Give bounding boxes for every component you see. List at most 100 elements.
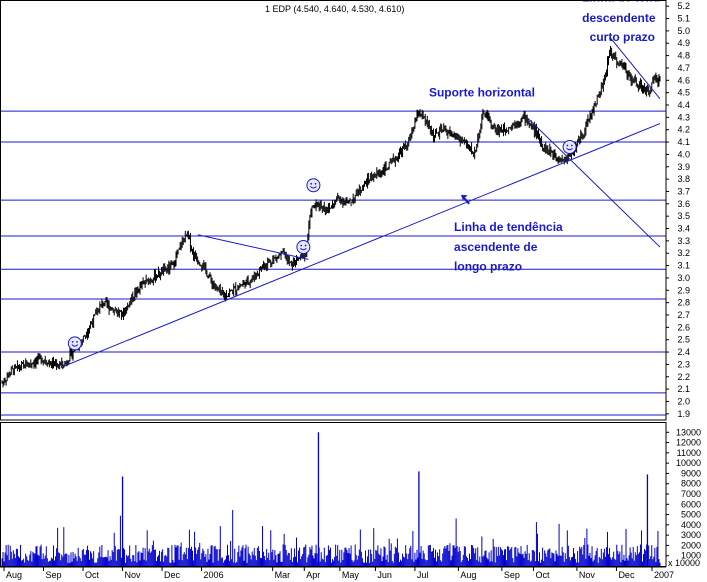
trendline-short-term-descending-recent bbox=[609, 36, 661, 100]
volume-tick-label-0: 1000 bbox=[681, 551, 701, 561]
volume-tick-label-3: 4000 bbox=[681, 520, 701, 530]
arrow-head bbox=[461, 195, 468, 201]
smiley-markers bbox=[67, 140, 577, 351]
month-label-1: Sep bbox=[46, 570, 62, 580]
smiley-face bbox=[67, 336, 82, 351]
price-tick-label-16: 3.5 bbox=[677, 211, 690, 221]
price-tick-label-15: 3.4 bbox=[677, 224, 690, 234]
price-tick-label-5: 2.4 bbox=[677, 347, 690, 357]
smiley-face bbox=[562, 140, 577, 154]
chart-title: 1 EDP (4.540, 4.640, 4.530, 4.610) bbox=[265, 4, 404, 14]
volume-tick-label-11: 12000 bbox=[676, 438, 701, 448]
price-tick-label-1: 2.0 bbox=[677, 396, 690, 406]
month-label-4: Dec bbox=[164, 570, 181, 580]
trendline-triangle-upper bbox=[197, 234, 309, 260]
smiley-mouth bbox=[566, 147, 573, 151]
annotation-4: Linha de tend bbox=[582, 0, 660, 4]
price-tick-label-24: 4.3 bbox=[677, 112, 690, 122]
smiley-eye-right bbox=[304, 244, 307, 247]
smiley-face bbox=[296, 240, 311, 255]
month-label-14: Nov bbox=[579, 570, 596, 580]
price-tick-label-10: 2.9 bbox=[677, 285, 690, 295]
smiley-icon-0 bbox=[67, 336, 82, 351]
month-label-3: Nov bbox=[125, 570, 142, 580]
annotation-arrow bbox=[460, 194, 470, 205]
month-label-9: Jun bbox=[377, 570, 392, 580]
price-tick-label-8: 2.7 bbox=[677, 310, 690, 320]
price-tick-label-21: 4.0 bbox=[677, 149, 690, 159]
volume-unit-label: x 10000 bbox=[668, 558, 700, 568]
price-tick-label-17: 3.6 bbox=[677, 199, 690, 209]
volume-tick-label-9: 10000 bbox=[676, 458, 701, 468]
smiley-eye-right bbox=[314, 182, 317, 185]
annotation-1: Linha de tendência bbox=[454, 220, 563, 234]
volume-tick-label-2: 3000 bbox=[681, 530, 701, 540]
price-tick-label-13: 3.2 bbox=[677, 248, 690, 258]
volume-tick-label-4: 5000 bbox=[681, 510, 701, 520]
volume-tick-label-12: 13000 bbox=[676, 427, 701, 437]
annotations: Suporte horizontal Linha de tendência asce… bbox=[429, 0, 660, 274]
price-tick-label-0: 1.9 bbox=[677, 409, 690, 419]
volume-bars bbox=[1, 432, 661, 566]
price-tick-label-31: 5.0 bbox=[677, 26, 690, 36]
smiley-icon-2 bbox=[306, 178, 321, 193]
smiley-eye-right bbox=[570, 144, 573, 147]
price-tick-label-27: 4.6 bbox=[677, 75, 690, 85]
smiley-eye-left bbox=[300, 244, 303, 247]
volume-tick-label-5: 6000 bbox=[681, 499, 701, 509]
price-tick-label-2: 2.1 bbox=[677, 384, 690, 394]
month-label-10: Jul bbox=[417, 570, 429, 580]
price-tick-label-32: 5.1 bbox=[677, 14, 690, 24]
annotation-0: Suporte horizontal bbox=[429, 85, 535, 99]
price-tick-label-33: 5.2 bbox=[677, 1, 690, 11]
price-tick-label-12: 3.1 bbox=[677, 261, 690, 271]
volume-tick-label-10: 11000 bbox=[677, 448, 701, 458]
price-tick-label-26: 4.5 bbox=[677, 88, 690, 98]
smiley-mouth bbox=[310, 186, 317, 189]
annotation-5: descendente bbox=[582, 11, 656, 25]
trendline-long-term-ascending bbox=[62, 123, 661, 368]
smiley-eye-left bbox=[310, 182, 313, 185]
price-tick-label-9: 2.8 bbox=[677, 298, 690, 308]
month-label-11: Aug bbox=[460, 570, 476, 580]
month-label-16: 2007 bbox=[654, 570, 674, 580]
trendlines bbox=[62, 36, 661, 368]
price-tick-label-20: 3.9 bbox=[677, 162, 690, 172]
month-label-8: May bbox=[342, 570, 360, 580]
smiley-icon-1 bbox=[296, 240, 311, 255]
price-tick-label-14: 3.3 bbox=[677, 236, 690, 246]
volume-tick-label-1: 2000 bbox=[681, 540, 701, 550]
smiley-icon-3 bbox=[562, 140, 577, 154]
price-tick-label-29: 4.8 bbox=[677, 51, 690, 61]
smiley-face bbox=[306, 178, 321, 193]
price-tick-label-30: 4.9 bbox=[677, 38, 690, 48]
smiley-eye-right bbox=[76, 341, 78, 343]
price-tick-label-7: 2.6 bbox=[677, 322, 690, 332]
price-panel-frame bbox=[0, 0, 667, 421]
price-tick-label-3: 2.2 bbox=[677, 372, 690, 382]
price-tick-label-11: 3.0 bbox=[677, 273, 690, 283]
smiley-eye-left bbox=[71, 341, 74, 343]
month-label-6: Mar bbox=[275, 570, 291, 580]
month-label-7: Apr bbox=[306, 570, 320, 580]
volume-tick-label-7: 8000 bbox=[681, 479, 701, 489]
annotation-6: curto prazo bbox=[590, 30, 655, 44]
month-label-2: Oct bbox=[85, 570, 100, 580]
price-tick-label-23: 4.2 bbox=[677, 125, 690, 135]
volume-tick-label-6: 7000 bbox=[681, 489, 701, 499]
smiley-mouth bbox=[300, 247, 307, 251]
volume-tick-label-8: 9000 bbox=[681, 468, 701, 478]
annotation-3: longo prazo bbox=[454, 260, 522, 274]
price-tick-label-28: 4.7 bbox=[677, 63, 690, 73]
trendline-short-term-descending bbox=[526, 116, 661, 248]
month-label-15: Dec bbox=[618, 570, 635, 580]
price-tick-label-18: 3.7 bbox=[677, 186, 690, 196]
month-label-5: 2006 bbox=[204, 570, 224, 580]
month-label-0: Aug bbox=[6, 570, 22, 580]
smiley-eye-left bbox=[566, 144, 569, 147]
price-tick-label-4: 2.3 bbox=[677, 359, 690, 369]
horizontal-support-lines bbox=[1, 110, 666, 416]
